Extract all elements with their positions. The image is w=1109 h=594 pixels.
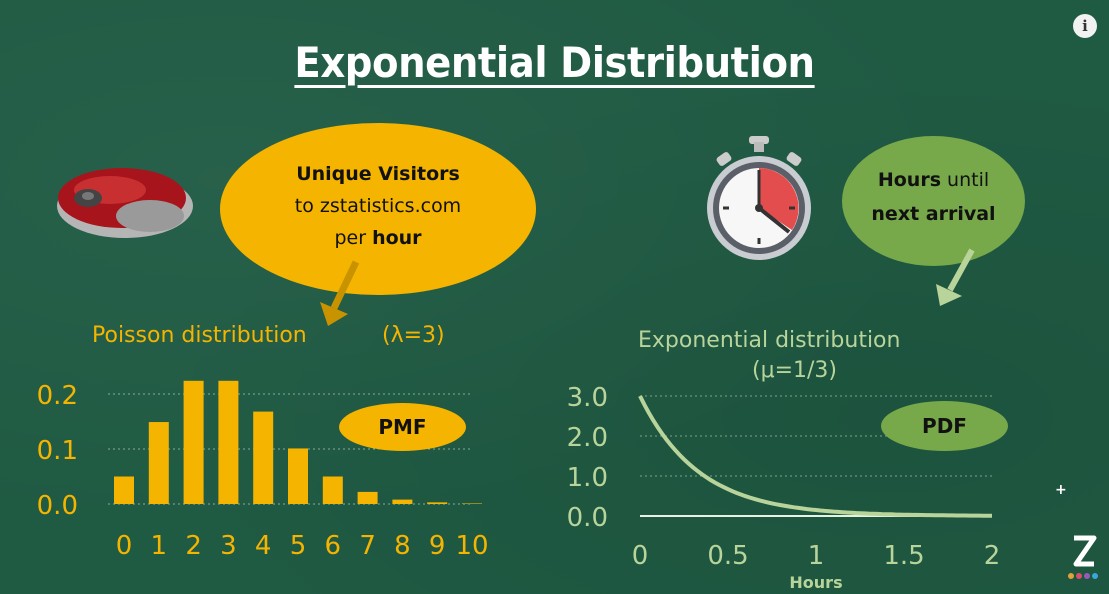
x-tick-label: 0 [116, 531, 133, 561]
y-tick-label: 1.0 [567, 463, 608, 493]
computer-mouse-icon [57, 168, 193, 238]
x-tick-label: 5 [290, 531, 307, 561]
x-tick-label: 1 [808, 541, 825, 571]
x-tick-label: 0 [632, 541, 649, 571]
x-tick-label: 8 [394, 531, 411, 561]
y-tick-label: 0.2 [37, 381, 78, 411]
exponential-label: Exponential distribution [638, 328, 901, 353]
y-tick-label: 0.0 [567, 503, 608, 533]
poisson-pmf-chart: 0.2 0.1 0.0 0 1 2 3 4 5 6 7 8 9 10 [37, 380, 489, 561]
bar-9 [427, 502, 448, 504]
y-tick-label: 3.0 [567, 383, 608, 413]
bar-2 [183, 380, 204, 504]
exponential-param: (μ=1/3) [752, 358, 838, 383]
pdf-badge: PDF [881, 401, 1008, 451]
x-tick-label: 1.5 [883, 541, 924, 571]
x-tick-label: 4 [255, 531, 272, 561]
bar-10 [462, 503, 482, 504]
bar-3 [218, 380, 239, 504]
y-tick-label: 0.1 [37, 436, 78, 466]
poisson-label: Poisson distribution [92, 323, 307, 348]
x-axis-label: Hours [789, 573, 842, 592]
bar-7 [357, 491, 378, 504]
bar-1 [148, 422, 169, 504]
bar-5 [288, 448, 308, 504]
poisson-param: (λ=3) [382, 323, 445, 348]
x-tick-label: 1 [151, 531, 168, 561]
exponential-pdf-chart: 3.0 2.0 1.0 0.0 0 0.5 1 1.5 2 Hours [567, 383, 1001, 592]
stopwatch-icon [707, 136, 811, 260]
x-tick-label: 7 [359, 531, 376, 561]
bubble-line-next-arrival: next arrival [871, 203, 996, 225]
bubble-line-per-hour: per hour [334, 227, 422, 249]
arrow-down-left-icon [936, 248, 975, 306]
x-tick-label: 2 [984, 541, 1001, 571]
x-tick-label: 6 [325, 531, 342, 561]
bar-8 [392, 499, 413, 504]
exponential-speech-bubble: Hours until next arrival [842, 136, 1025, 266]
zstatistics-logo [1068, 535, 1098, 579]
bar-4 [253, 411, 274, 504]
info-icon[interactable]: i [1073, 14, 1097, 38]
plus-icon: + [1055, 482, 1067, 498]
arrow-down-left-icon [320, 260, 360, 326]
poisson-speech-bubble: Unique Visitors to zstatistics.com per h… [220, 123, 536, 295]
x-tick-label: 3 [220, 531, 237, 561]
bubble-line-hours-until: Hours until [877, 169, 990, 191]
y-tick-label: 0.0 [37, 491, 78, 521]
x-tick-label: 0.5 [707, 541, 748, 571]
bar-6 [322, 476, 343, 504]
pmf-badge: PMF [339, 403, 466, 451]
x-tick-label: 9 [429, 531, 446, 561]
bar-0 [114, 476, 134, 504]
bubble-line-unique-visitors: Unique Visitors [296, 163, 460, 185]
x-tick-label: 2 [185, 531, 202, 561]
x-tick-label: 10 [455, 531, 488, 561]
page-title: Exponential Distribution [294, 38, 815, 87]
y-tick-label: 2.0 [567, 423, 608, 453]
bubble-line-site: to zstatistics.com [294, 195, 462, 217]
